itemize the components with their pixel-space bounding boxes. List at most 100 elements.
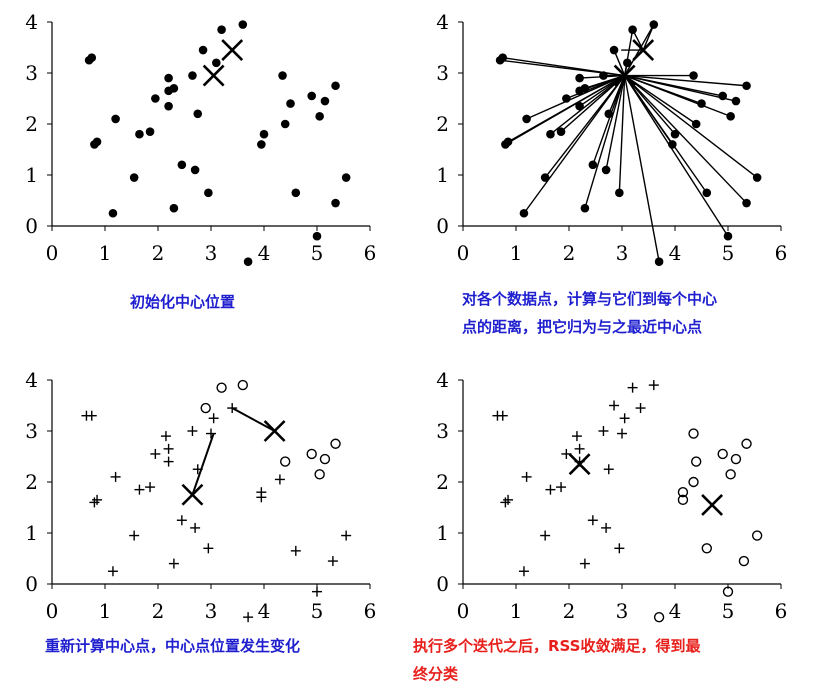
data-point xyxy=(111,114,120,124)
x-tick-label: 5 xyxy=(311,241,324,265)
panel-recompute-centers: 0 1 2 3 4 5 6 0 1 2 3 4 xyxy=(25,368,376,623)
data-point xyxy=(87,53,97,62)
x-tick-label: 2 xyxy=(563,241,576,265)
data-point xyxy=(689,71,698,80)
distance-line xyxy=(624,74,758,179)
distance-line xyxy=(523,75,626,214)
plus-point xyxy=(256,487,267,498)
plus-point xyxy=(609,400,620,411)
data-point xyxy=(204,188,213,198)
x-tick-label: 0 xyxy=(46,599,59,623)
plus-point xyxy=(545,484,556,495)
y-tick-label: 2 xyxy=(436,112,449,136)
x-tick-label: 3 xyxy=(205,599,218,623)
data-point xyxy=(217,25,226,34)
circle-point xyxy=(751,530,763,541)
data-point xyxy=(190,165,200,175)
data-point xyxy=(580,203,590,213)
x-tick-label: 2 xyxy=(563,599,576,623)
x-tick-label: 0 xyxy=(457,241,470,265)
data-point xyxy=(212,58,221,68)
distance-line xyxy=(507,74,625,143)
panel-converged: 0 1 2 3 4 5 6 0 1 2 3 4 xyxy=(436,368,787,623)
y-tick-label: 2 xyxy=(25,112,38,136)
distance-line xyxy=(613,49,626,76)
data-point xyxy=(278,71,287,80)
plus-point xyxy=(571,431,582,442)
plus-point xyxy=(518,566,529,577)
distance-line xyxy=(592,75,626,166)
plus-point xyxy=(521,471,532,482)
circle-point xyxy=(741,438,752,449)
data-point xyxy=(164,73,173,83)
x-tick-label: 3 xyxy=(205,241,218,265)
data-point xyxy=(312,231,322,241)
x-tick-label: 1 xyxy=(510,599,523,623)
data-point xyxy=(562,94,571,103)
plus-point xyxy=(168,558,179,569)
data-point xyxy=(331,198,340,208)
x-tick-label: 2 xyxy=(152,241,165,265)
data-point xyxy=(697,99,706,108)
circle-point xyxy=(653,611,665,623)
plus-point xyxy=(163,456,174,467)
plus-point xyxy=(243,612,254,623)
distance-line xyxy=(605,75,626,171)
data-point xyxy=(575,73,584,83)
y-tick-label: 3 xyxy=(25,419,38,443)
circle-point xyxy=(688,428,699,439)
data-point xyxy=(588,160,598,170)
y-tick-label: 1 xyxy=(436,521,449,545)
data-point xyxy=(188,71,197,80)
x-tick-label: 0 xyxy=(46,241,59,265)
center-move-line xyxy=(191,433,215,496)
circle-point xyxy=(677,494,689,506)
data-point xyxy=(498,53,508,62)
plus-point xyxy=(203,543,214,554)
x-tick-label: 1 xyxy=(510,241,523,265)
y-tick-label: 0 xyxy=(25,214,38,238)
caption-assign: 对各个数据点，计算与它们到每个中心 点的距离，把它归为与之最近中心点 xyxy=(462,290,718,336)
y-tick-label: 1 xyxy=(436,163,449,187)
plus-point xyxy=(614,543,625,554)
circle-point xyxy=(330,438,341,449)
plus-point xyxy=(341,530,352,541)
data-point xyxy=(668,140,677,149)
y-tick-label: 3 xyxy=(25,61,38,85)
data-point xyxy=(286,99,295,108)
distance-line xyxy=(526,74,625,120)
plus-point xyxy=(503,494,514,505)
caption-initial: 初始化中心位置 xyxy=(130,293,236,311)
distance-line xyxy=(624,74,697,125)
data-point xyxy=(169,203,179,213)
plus-point xyxy=(561,448,572,459)
distance-line xyxy=(624,74,747,87)
center-marker xyxy=(613,64,636,87)
data-point xyxy=(604,109,614,119)
center-stroke xyxy=(181,483,204,506)
y-tick-label: 3 xyxy=(436,61,449,85)
data-point xyxy=(151,94,160,103)
data-point xyxy=(280,119,290,129)
distance-line xyxy=(623,29,634,76)
plus-point xyxy=(208,413,219,424)
data-point xyxy=(145,127,155,136)
data-point xyxy=(580,84,590,93)
data-point xyxy=(654,257,664,267)
y-tick-label: 0 xyxy=(25,572,38,596)
caption-converged: 执行多个迭代之后，RSS收敛满足，得到最 终分类 xyxy=(413,637,701,683)
data-point xyxy=(522,114,531,124)
y-tick-label: 0 xyxy=(436,572,449,596)
distance-line xyxy=(579,74,626,107)
center-marker xyxy=(181,483,204,506)
center-marker xyxy=(202,64,225,87)
data-point xyxy=(731,96,741,106)
center-marker xyxy=(701,494,724,516)
plus-point xyxy=(110,471,121,482)
x-tick-label: 2 xyxy=(152,599,165,623)
data-point xyxy=(291,188,301,198)
plus-point xyxy=(160,431,171,442)
data-point xyxy=(575,101,584,111)
plus-point xyxy=(617,428,627,439)
distance-line xyxy=(624,24,655,76)
